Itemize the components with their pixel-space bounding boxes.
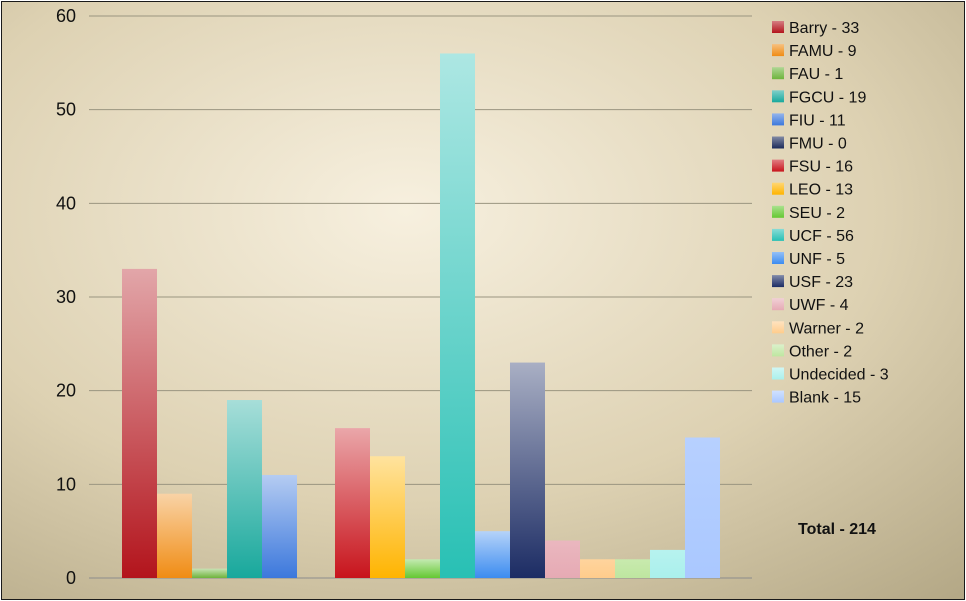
y-tick-label: 10	[56, 474, 76, 494]
legend-swatch	[772, 298, 784, 311]
legend-swatch	[772, 275, 784, 288]
legend-swatch	[772, 21, 784, 33]
legend-label: FMU - 0	[789, 136, 847, 153]
bar-warner	[580, 559, 615, 578]
legend-label: LEO - 13	[789, 182, 853, 199]
bar-uwf	[545, 540, 580, 578]
bar-ucf	[440, 53, 475, 578]
bar-barry	[122, 268, 157, 578]
legend-swatch	[772, 321, 784, 334]
legend-label: UWF - 4	[789, 297, 849, 314]
bar-fsu	[335, 428, 370, 578]
y-tick-label: 20	[56, 381, 76, 401]
legend-label: FAMU - 9	[789, 43, 857, 60]
bar-fgcu	[227, 400, 262, 578]
y-tick-label: 30	[56, 287, 76, 307]
legend-label: Blank - 15	[789, 390, 861, 407]
bar-famu	[157, 493, 192, 578]
legend-swatch	[772, 136, 784, 149]
y-tick-label: 40	[56, 193, 76, 213]
legend-label: FIU - 11	[789, 112, 846, 129]
legend-swatch	[772, 159, 784, 172]
legend-swatch	[772, 113, 784, 126]
legend-swatch	[772, 228, 784, 241]
legend-swatch	[772, 252, 784, 264]
bar-unf	[475, 531, 510, 578]
y-tick-label: 50	[56, 100, 76, 120]
legend-label: USF - 23	[789, 274, 853, 291]
bar-fau	[192, 568, 227, 578]
legend-label: UNF - 5	[789, 251, 845, 268]
legend-label: Other - 2	[789, 343, 852, 360]
legend-swatch	[772, 344, 784, 357]
legend-label: FSU - 16	[789, 159, 853, 176]
legend-label: SEU - 2	[789, 205, 845, 222]
legend-label: FAU - 1	[789, 66, 843, 83]
total-label: Total - 214	[798, 521, 876, 538]
legend-swatch	[772, 390, 784, 403]
legend-swatch	[772, 90, 784, 103]
bar-usf	[510, 362, 545, 578]
bar-fiu	[262, 474, 297, 578]
bar-undecided	[650, 549, 685, 578]
y-tick-label: 60	[56, 6, 76, 26]
legend-label: UCF - 56	[789, 228, 854, 245]
legend-swatch	[772, 205, 784, 218]
bar-seu	[405, 559, 440, 578]
legend-label: Warner - 2	[789, 320, 864, 337]
bar-blank	[685, 437, 720, 578]
bar-other	[615, 559, 650, 578]
legend-label: Undecided - 3	[789, 367, 889, 384]
legend-swatch	[772, 44, 784, 57]
y-tick-label: 0	[66, 568, 76, 588]
legend-label: FGCU - 19	[789, 89, 866, 106]
legend-swatch	[772, 67, 784, 80]
legend-swatch	[772, 182, 784, 195]
bar-leo	[370, 456, 405, 578]
legend-swatch	[772, 367, 784, 380]
legend-label: Barry - 33	[789, 20, 859, 37]
